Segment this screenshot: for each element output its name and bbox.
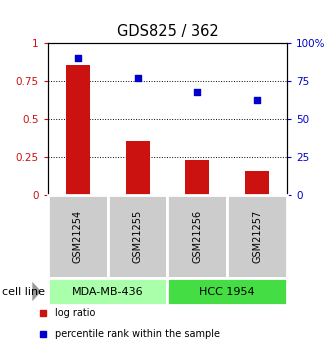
- Bar: [66, 65, 90, 195]
- Bar: [168, 278, 287, 305]
- Title: GDS825 / 362: GDS825 / 362: [116, 24, 218, 39]
- Text: percentile rank within the sample: percentile rank within the sample: [55, 328, 220, 338]
- Point: [254, 97, 260, 103]
- Text: HCC 1954: HCC 1954: [199, 287, 255, 296]
- Text: MDA-MB-436: MDA-MB-436: [72, 287, 144, 296]
- Text: GSM21256: GSM21256: [192, 210, 202, 263]
- Point: [135, 75, 140, 81]
- Bar: [126, 141, 149, 195]
- Bar: [185, 160, 209, 195]
- Bar: [108, 195, 167, 278]
- Text: GSM21257: GSM21257: [252, 210, 262, 263]
- Bar: [48, 195, 108, 278]
- Bar: [227, 195, 287, 278]
- Text: GSM21255: GSM21255: [133, 210, 143, 263]
- Bar: [48, 278, 168, 305]
- Text: log ratio: log ratio: [55, 308, 96, 318]
- Point: [195, 89, 200, 95]
- Bar: [245, 171, 269, 195]
- Point: [75, 56, 81, 61]
- Text: cell line: cell line: [2, 287, 45, 296]
- Text: GSM21254: GSM21254: [73, 210, 83, 263]
- Bar: [168, 195, 227, 278]
